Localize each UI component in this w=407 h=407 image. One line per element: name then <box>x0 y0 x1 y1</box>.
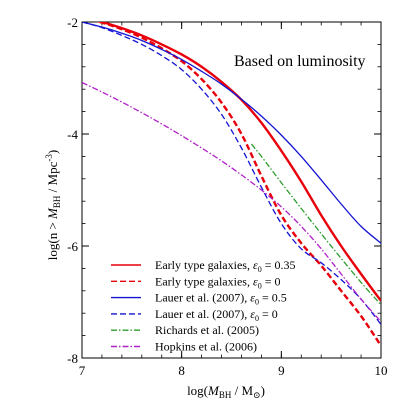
chart-annotation: Based on luminosity <box>234 53 366 70</box>
series-line-2 <box>94 22 381 347</box>
y-axis-label: log(n > MBH / Mpc-3) <box>44 150 62 260</box>
y-label-m: M <box>45 207 60 220</box>
y-label-sup: -3 <box>44 154 54 162</box>
x-label-mid: / M <box>231 383 253 398</box>
legend-label-tail: = 0 <box>262 274 281 288</box>
legend-label-main: Lauer et al. (2007), <box>155 291 250 305</box>
x-label-close: ) <box>261 383 265 398</box>
x-label-sub: BH <box>219 390 232 400</box>
y-tick-label: -4 <box>67 127 78 142</box>
y-tick-label: -2 <box>67 15 78 30</box>
x-label-sun: ⊙ <box>253 390 261 400</box>
y-tick-label: -6 <box>67 239 78 254</box>
legend-label-1: Early type galaxies, ε0 = 0.35 <box>155 258 295 274</box>
y-label-prefix: log(n > <box>45 219 60 260</box>
x-tick-label: 10 <box>375 363 388 378</box>
x-label-m: M <box>207 383 220 398</box>
x-tick-label: 7 <box>79 363 86 378</box>
legend-label-sub: 0 <box>255 314 259 323</box>
legend-label-main: Hopkins et al. (2006) <box>155 340 257 354</box>
series-line-5 <box>250 143 381 306</box>
series-group <box>82 22 381 347</box>
legend-label-6: Hopkins et al. (2006) <box>155 340 257 354</box>
x-axis-label: log(MBH / M⊙) <box>187 383 265 400</box>
legend-label-tail: = 0.35 <box>262 258 296 272</box>
legend-label-3: Lauer et al. (2007), ε0 = 0.5 <box>155 291 287 307</box>
series-line-3 <box>82 22 381 244</box>
y-tick-label: -8 <box>67 351 78 366</box>
series-line-1 <box>96 22 381 302</box>
legend-label-epsilon: ε <box>250 291 255 305</box>
legend-label-tail: = 0.5 <box>259 291 287 305</box>
legend-label-2: Early type galaxies, ε0 = 0 <box>155 274 280 290</box>
legend-label-sub: 0 <box>258 281 262 290</box>
legend-label-main: Early type galaxies, <box>155 274 253 288</box>
x-tick-label: 8 <box>178 363 185 378</box>
y-label-close: ) <box>45 150 60 154</box>
legend-label-sub: 0 <box>255 298 259 307</box>
y-label-mid: / Mpc <box>45 161 60 195</box>
legend-label-main: Lauer et al. (2007), <box>155 307 250 321</box>
legend-label-main: Early type galaxies, <box>155 258 253 272</box>
legend-label-4: Lauer et al. (2007), ε0 = 0 <box>155 307 278 323</box>
legend-label-epsilon: ε <box>253 274 258 288</box>
plot-frame <box>81 21 382 359</box>
legend-label-epsilon: ε <box>250 307 255 321</box>
plot-border <box>81 21 382 359</box>
legend-label-sub: 0 <box>258 265 262 274</box>
legend-label-5: Richards et al. (2005) <box>155 323 259 337</box>
legend-label-epsilon: ε <box>253 258 258 272</box>
x-label-prefix: log( <box>187 383 208 398</box>
y-label-sub: BH <box>52 195 62 208</box>
legend-label-main: Richards et al. (2005) <box>155 323 259 337</box>
series-line-4 <box>82 22 381 325</box>
axis-ticks: 7 8 9 10 -8 -6 -4 -2 <box>67 15 387 378</box>
x-tick-label: 9 <box>278 363 285 378</box>
legend-label-tail: = 0 <box>259 307 278 321</box>
